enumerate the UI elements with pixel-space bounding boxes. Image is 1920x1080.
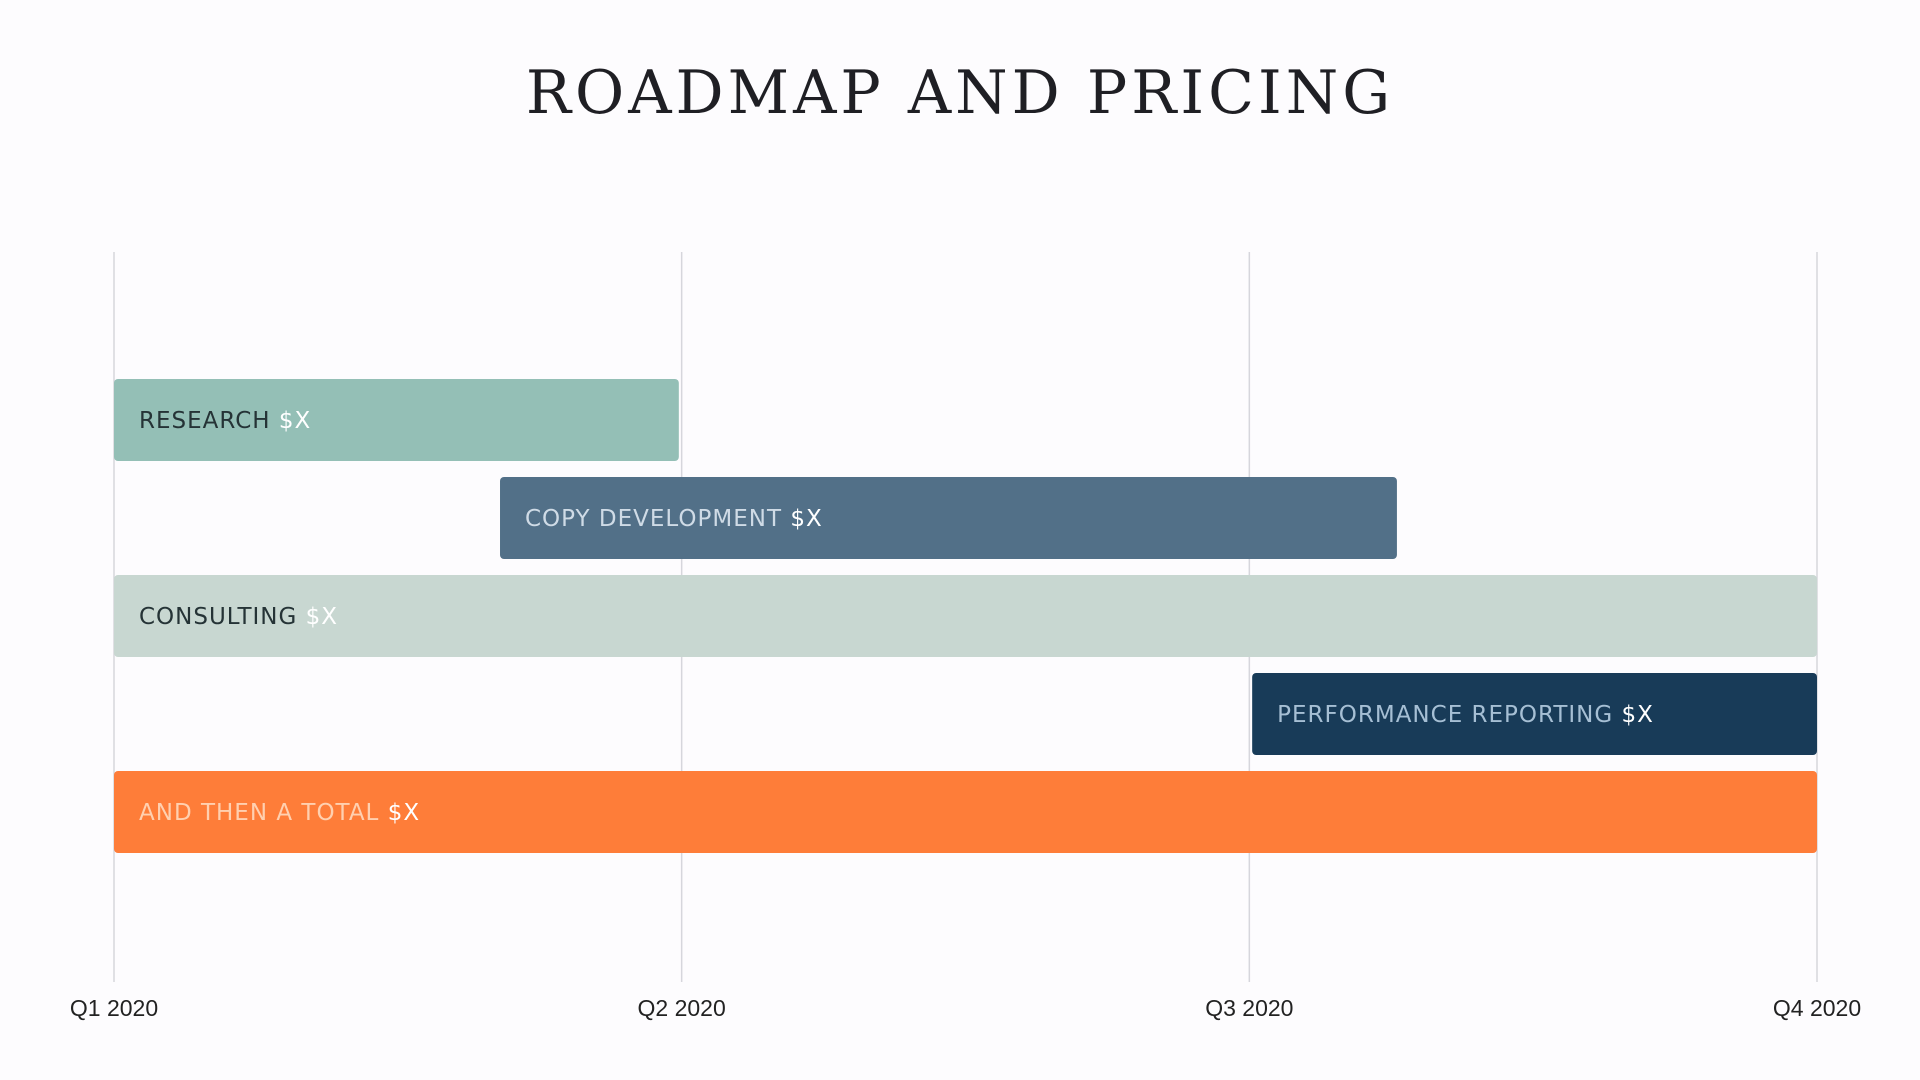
task-name: PERFORMANCE REPORTING — [1277, 702, 1621, 728]
task-price: $X — [279, 408, 311, 434]
gantt-bar — [1252, 673, 1817, 755]
bar-label: AND THEN A TOTAL $X — [139, 800, 420, 826]
x-tick-label: Q2 2020 — [638, 995, 726, 1021]
task-price: $X — [306, 604, 338, 630]
bar-label: CONSULTING $X — [139, 604, 338, 630]
task-price: $X — [1622, 702, 1654, 728]
bar-label: PERFORMANCE REPORTING $X — [1277, 702, 1654, 728]
task-name: COPY DEVELOPMENT — [525, 506, 790, 532]
task-name: RESEARCH — [139, 408, 279, 434]
x-tick-label: Q1 2020 — [70, 995, 158, 1021]
gantt-bar — [114, 379, 679, 461]
page-title: ROADMAP AND PRICING — [525, 58, 1395, 128]
gantt-bar — [114, 575, 1817, 657]
bar-label: RESEARCH $X — [139, 408, 311, 434]
x-tick-label: Q3 2020 — [1205, 995, 1293, 1021]
gantt-bar — [500, 477, 1397, 559]
bar-label: COPY DEVELOPMENT $X — [525, 506, 823, 532]
task-name: CONSULTING — [139, 604, 306, 630]
task-price: $X — [388, 800, 420, 826]
x-tick-label: Q4 2020 — [1773, 995, 1861, 1021]
task-name: AND THEN A TOTAL — [139, 800, 388, 826]
gantt-bar — [114, 771, 1817, 853]
task-price: $X — [790, 506, 822, 532]
